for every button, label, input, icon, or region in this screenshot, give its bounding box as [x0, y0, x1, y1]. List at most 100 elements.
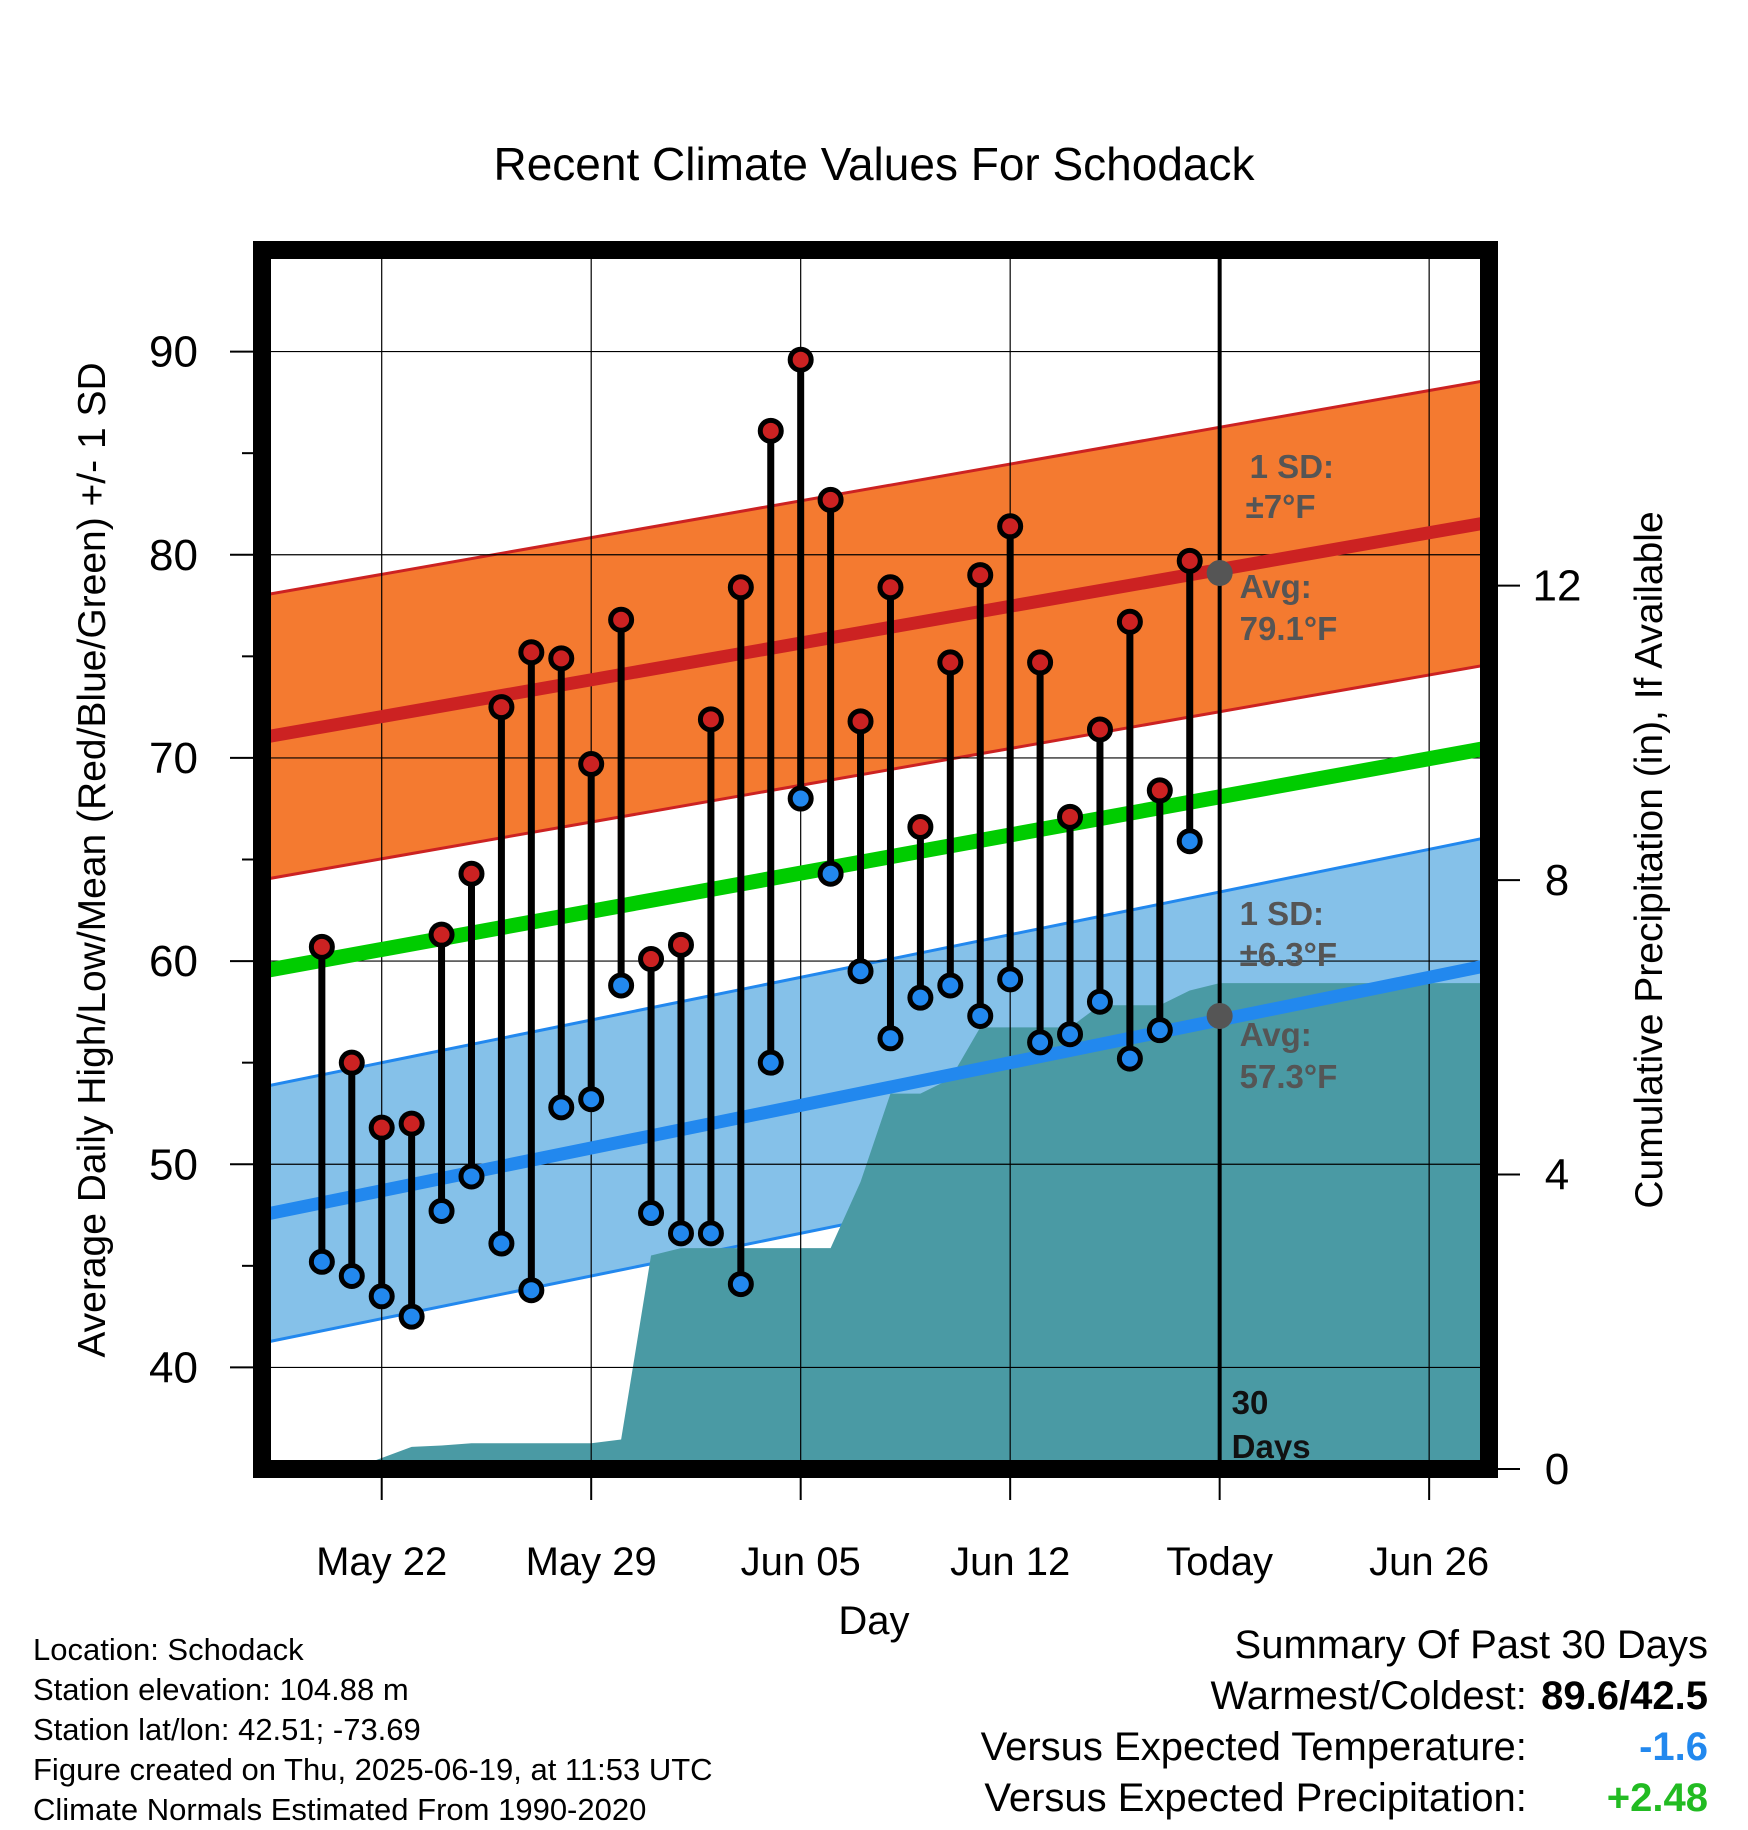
- summary-title: Summary Of Past 30 Days: [1234, 1623, 1708, 1667]
- high-sd-value: ±7°F: [1246, 488, 1316, 525]
- low-point: [697, 1220, 724, 1247]
- low-point: [608, 972, 635, 999]
- x-tick-label: Today: [1166, 1540, 1273, 1584]
- x-axis-label: Day: [838, 1599, 909, 1643]
- y-tick-label: 80: [149, 531, 198, 580]
- station-info: Location: Schodack Station elevation: 10…: [33, 1630, 713, 1830]
- low-point: [847, 958, 874, 985]
- high-point: [907, 813, 934, 840]
- high-point: [1116, 608, 1143, 635]
- low-point: [667, 1220, 694, 1247]
- temp-value: -1.6: [1639, 1725, 1708, 1769]
- temp-label: Versus Expected Temperature:: [980, 1725, 1527, 1769]
- x-tick-label: Jun 12: [950, 1540, 1070, 1584]
- high-point: [1176, 547, 1203, 574]
- location-text: Location: Schodack: [33, 1632, 304, 1667]
- created-text: Figure created on Thu, 2025-06-19, at 11…: [33, 1752, 713, 1787]
- y2-tick-label: 12: [1533, 562, 1582, 611]
- high-point: [458, 860, 485, 887]
- y2-tick-label: 4: [1545, 1151, 1569, 1200]
- low-point: [1146, 1017, 1173, 1044]
- high-point: [1027, 649, 1054, 676]
- low-point: [428, 1197, 455, 1224]
- high-point: [817, 486, 844, 513]
- low-point: [877, 1025, 904, 1052]
- high-point: [308, 933, 335, 960]
- low-point: [1176, 828, 1203, 855]
- high-point: [1146, 777, 1173, 804]
- summary-warm-cold: Warmest/Coldest: 89.6/42.5: [981, 1671, 1709, 1722]
- summary-panel: Summary Of Past 30 Days Warmest/Coldest:…: [981, 1620, 1708, 1824]
- low-sd-value: ±6.3°F: [1240, 936, 1337, 973]
- y-tick-label: 60: [149, 937, 198, 986]
- chart-title: Recent Climate Values For Schodack: [493, 138, 1255, 190]
- mean-avg-line: [262, 740, 1489, 979]
- low-point: [1057, 1021, 1084, 1048]
- low-point: [1086, 988, 1113, 1015]
- high-point: [1057, 803, 1084, 830]
- x-tick-label: Jun 05: [741, 1540, 861, 1584]
- y-tick-label: 40: [149, 1343, 198, 1392]
- high-point: [338, 1049, 365, 1076]
- today-high-avg-marker: [1206, 560, 1233, 587]
- high-point: [727, 574, 754, 601]
- high-point: [488, 694, 515, 721]
- low-point: [787, 785, 814, 812]
- y2-tick-label: 8: [1545, 856, 1569, 905]
- low-point: [638, 1200, 665, 1227]
- low-point: [368, 1283, 395, 1310]
- period-label-number: 30: [1232, 1384, 1269, 1421]
- plot-frame: [253, 241, 1498, 1478]
- high-point: [398, 1110, 425, 1137]
- warm-cold-value: 89.6/42.5: [1541, 1674, 1708, 1718]
- x-tick-label: May 29: [526, 1540, 657, 1584]
- high-point: [847, 708, 874, 735]
- x-tick-label: Jun 26: [1369, 1540, 1489, 1584]
- high-point: [638, 946, 665, 973]
- precip-label: Versus Expected Precipitation:: [984, 1776, 1527, 1820]
- high-point: [608, 606, 635, 633]
- high-point: [937, 649, 964, 676]
- high-point: [757, 417, 784, 444]
- high-point: [578, 751, 605, 778]
- period-label-text: Days: [1232, 1428, 1311, 1465]
- high-point: [697, 706, 724, 733]
- low-point: [338, 1262, 365, 1289]
- low-point: [458, 1163, 485, 1190]
- low-point: [1027, 1029, 1054, 1056]
- high-point: [548, 645, 575, 672]
- summary-temp: Versus Expected Temperature: -1.6: [981, 1722, 1708, 1773]
- normals-text: Climate Normals Estimated From 1990-2020: [33, 1792, 647, 1827]
- low-point: [1116, 1045, 1143, 1072]
- y-tick-label: 70: [149, 734, 198, 783]
- low-point: [727, 1271, 754, 1298]
- low-point: [548, 1094, 575, 1121]
- low-point: [518, 1277, 545, 1304]
- y2-tick-label: 0: [1545, 1445, 1569, 1494]
- high-point: [967, 562, 994, 589]
- y-axis-label: Average Daily High/Low/Mean (Red/Blue/Gr…: [71, 362, 114, 1357]
- high-avg-value: 79.1°F: [1240, 610, 1338, 647]
- high-point: [667, 931, 694, 958]
- high-avg-label: Avg:: [1240, 568, 1312, 605]
- low-point: [997, 966, 1024, 993]
- low-point: [907, 984, 934, 1011]
- low-point: [817, 860, 844, 887]
- high-sd-label: 1 SD:: [1250, 448, 1334, 485]
- high-point: [787, 346, 814, 373]
- low-point: [398, 1303, 425, 1330]
- warm-cold-label: Warmest/Coldest:: [1210, 1674, 1527, 1718]
- y-tick-label: 50: [149, 1140, 198, 1189]
- low-sd-label: 1 SD:: [1240, 895, 1324, 932]
- high-point: [368, 1114, 395, 1141]
- y-tick-label: 90: [149, 328, 198, 377]
- axes: 40 50 60 70 80 90 0 4 8 12 May 22 May 29 Jun 05 Jun 1…: [149, 241, 1582, 1584]
- high-point: [518, 639, 545, 666]
- high-point: [1086, 716, 1113, 743]
- low-point: [578, 1086, 605, 1113]
- high-avg-line: [262, 515, 1489, 745]
- summary-precip: Versus Expected Precipitation: +2.48: [981, 1773, 1708, 1824]
- low-point: [488, 1230, 515, 1257]
